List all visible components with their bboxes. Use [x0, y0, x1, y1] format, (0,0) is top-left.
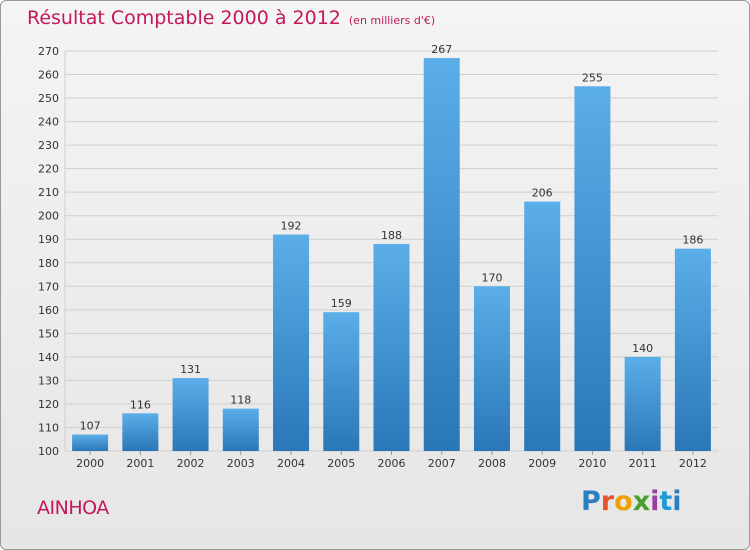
logo-letter: i: [650, 486, 660, 517]
chart-title-text: Résultat Comptable 2000 à 2012: [27, 7, 341, 29]
y-axis-ticks: 100 110 120 130 140 150 160 170 180 190 200 210 220 2…: [38, 45, 59, 458]
y-tick-label: 270: [38, 45, 59, 58]
y-tick-label: 120: [38, 398, 59, 411]
value-label-2001: 116: [130, 398, 151, 411]
bar-2008: [473, 286, 510, 451]
bar-2007: [423, 58, 460, 451]
y-tick-label: 210: [38, 186, 59, 199]
value-label-2010: 255: [582, 71, 603, 84]
y-tick-label: 180: [38, 257, 59, 270]
value-label-2007: 267: [431, 43, 452, 56]
x-tick-label-2002: 2002: [177, 457, 205, 470]
bar-2003: [222, 408, 259, 451]
value-label-2009: 206: [532, 187, 553, 200]
y-tick-label: 130: [38, 374, 59, 387]
value-label-2002: 131: [180, 363, 201, 376]
x-tick-label-2004: 2004: [277, 457, 305, 470]
y-tick-label: 250: [38, 92, 59, 105]
value-label-2004: 192: [281, 220, 302, 233]
x-tick-label-2003: 2003: [227, 457, 255, 470]
x-tick-label-2007: 2007: [428, 457, 456, 470]
logo-letter: P: [581, 486, 601, 517]
y-tick-label: 100: [38, 445, 59, 458]
value-label-2005: 159: [331, 297, 352, 310]
bar-2006: [373, 243, 410, 451]
value-label-2008: 170: [481, 271, 502, 284]
x-tick-label-2006: 2006: [378, 457, 406, 470]
bar-2009: [524, 201, 561, 451]
bar-2012: [674, 248, 711, 451]
chart-title: Résultat Comptable 2000 à 2012 (en millie…: [27, 7, 435, 29]
bar-2002: [172, 378, 209, 451]
commune-name: AINHOA: [37, 497, 109, 519]
logo-letter: i: [672, 486, 682, 517]
bar-2004: [273, 234, 310, 451]
x-axis-ticks: 2000 2001 2002 2003 2004 2005 2006 2007 2008 2009…: [76, 451, 707, 470]
y-tick-label: 240: [38, 116, 59, 129]
y-tick-label: 220: [38, 163, 59, 176]
proxiti-logo: Proxiti: [581, 486, 682, 517]
y-tick-label: 160: [38, 304, 59, 317]
bar-2000: [72, 434, 109, 451]
y-tick-label: 140: [38, 351, 59, 364]
x-tick-label-2010: 2010: [578, 457, 606, 470]
y-tick-label: 190: [38, 233, 59, 246]
logo-letter: o: [614, 486, 633, 517]
bar-2001: [122, 413, 159, 451]
x-tick-label-2005: 2005: [327, 457, 355, 470]
value-label-2000: 107: [80, 420, 101, 433]
bar-2010: [574, 86, 611, 451]
x-tick-label-2000: 2000: [76, 457, 104, 470]
x-tick-label-2011: 2011: [629, 457, 657, 470]
y-tick-label: 230: [38, 139, 59, 152]
x-tick-label-2001: 2001: [126, 457, 154, 470]
y-tick-label: 110: [38, 421, 59, 434]
y-tick-label: 260: [38, 69, 59, 82]
logo-letter: t: [659, 486, 673, 517]
y-tick-label: 200: [38, 210, 59, 223]
logo-letter: x: [632, 486, 651, 517]
x-tick-label-2009: 2009: [528, 457, 556, 470]
y-tick-label: 150: [38, 327, 59, 340]
value-labels: 107 116 131 118 192 159 188 267 170 206 255 140 186: [80, 43, 704, 432]
bars: [72, 58, 711, 451]
x-tick-label-2012: 2012: [679, 457, 707, 470]
value-label-2012: 186: [682, 234, 703, 247]
value-label-2003: 118: [230, 394, 251, 407]
bar-2011: [624, 356, 661, 451]
chart-subtitle: (en milliers d'€): [348, 14, 436, 27]
y-tick-label: 170: [38, 280, 59, 293]
value-label-2006: 188: [381, 229, 402, 242]
bar-2005: [323, 312, 360, 451]
value-label-2011: 140: [632, 342, 653, 355]
x-tick-label-2008: 2008: [478, 457, 506, 470]
logo-letter: r: [600, 486, 615, 517]
